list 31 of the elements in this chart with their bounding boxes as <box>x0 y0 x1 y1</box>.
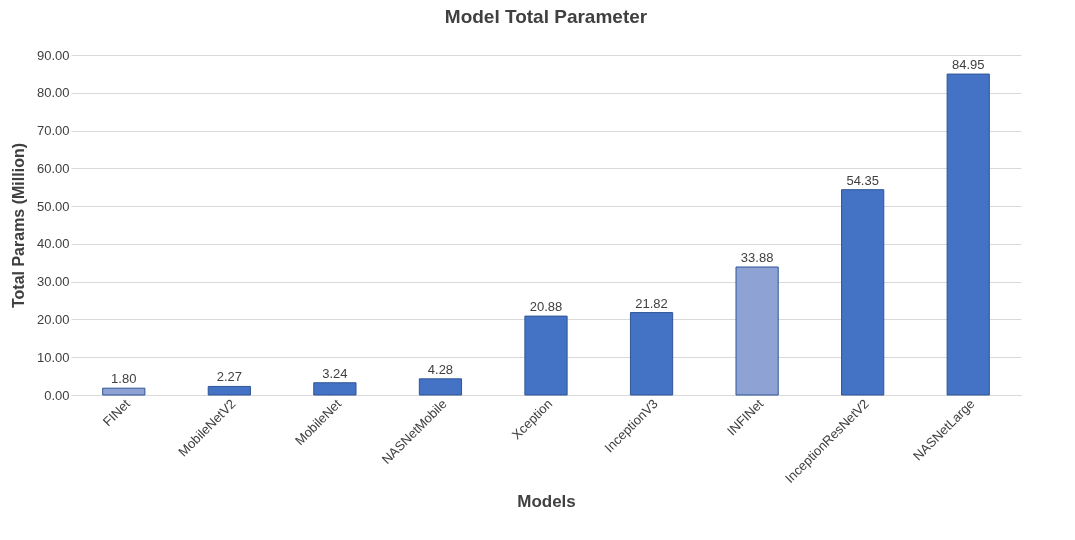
data-label: 2.27 <box>216 369 242 385</box>
data-label: 3.24 <box>322 365 348 381</box>
data-label: 21.82 <box>635 295 668 311</box>
y-tick-label: 70.00 <box>36 123 70 139</box>
bar <box>524 315 568 396</box>
y-tick-label: 20.00 <box>36 311 70 327</box>
data-label: 84.95 <box>951 57 985 73</box>
y-tick-label: 30.00 <box>36 274 70 290</box>
bar <box>629 312 674 396</box>
y-tick-label: 50.00 <box>36 198 70 214</box>
bar <box>207 385 251 396</box>
y-axis-title: Total Params (Million) <box>9 142 27 309</box>
bar <box>735 266 779 396</box>
y-tick-label: 80.00 <box>36 85 70 101</box>
bar <box>313 382 357 396</box>
y-tick-label: 40.00 <box>36 236 70 252</box>
bar <box>841 189 885 396</box>
x-axis-title: Models <box>517 491 576 511</box>
bar <box>946 73 990 396</box>
data-label: 33.88 <box>740 250 774 266</box>
bar <box>418 378 463 396</box>
bar <box>102 387 146 396</box>
data-label: 54.35 <box>846 172 879 188</box>
y-tick-label: 90.00 <box>36 47 70 63</box>
y-tick-label: 0.00 <box>44 387 70 403</box>
y-tick-label: 60.00 <box>36 160 70 176</box>
data-label: 1.80 <box>111 371 137 387</box>
data-label: 4.28 <box>427 361 454 377</box>
data-label: 20.88 <box>529 299 563 315</box>
y-tick-label: 10.00 <box>36 349 70 365</box>
chart-title: Model Total Parameter <box>444 6 648 27</box>
